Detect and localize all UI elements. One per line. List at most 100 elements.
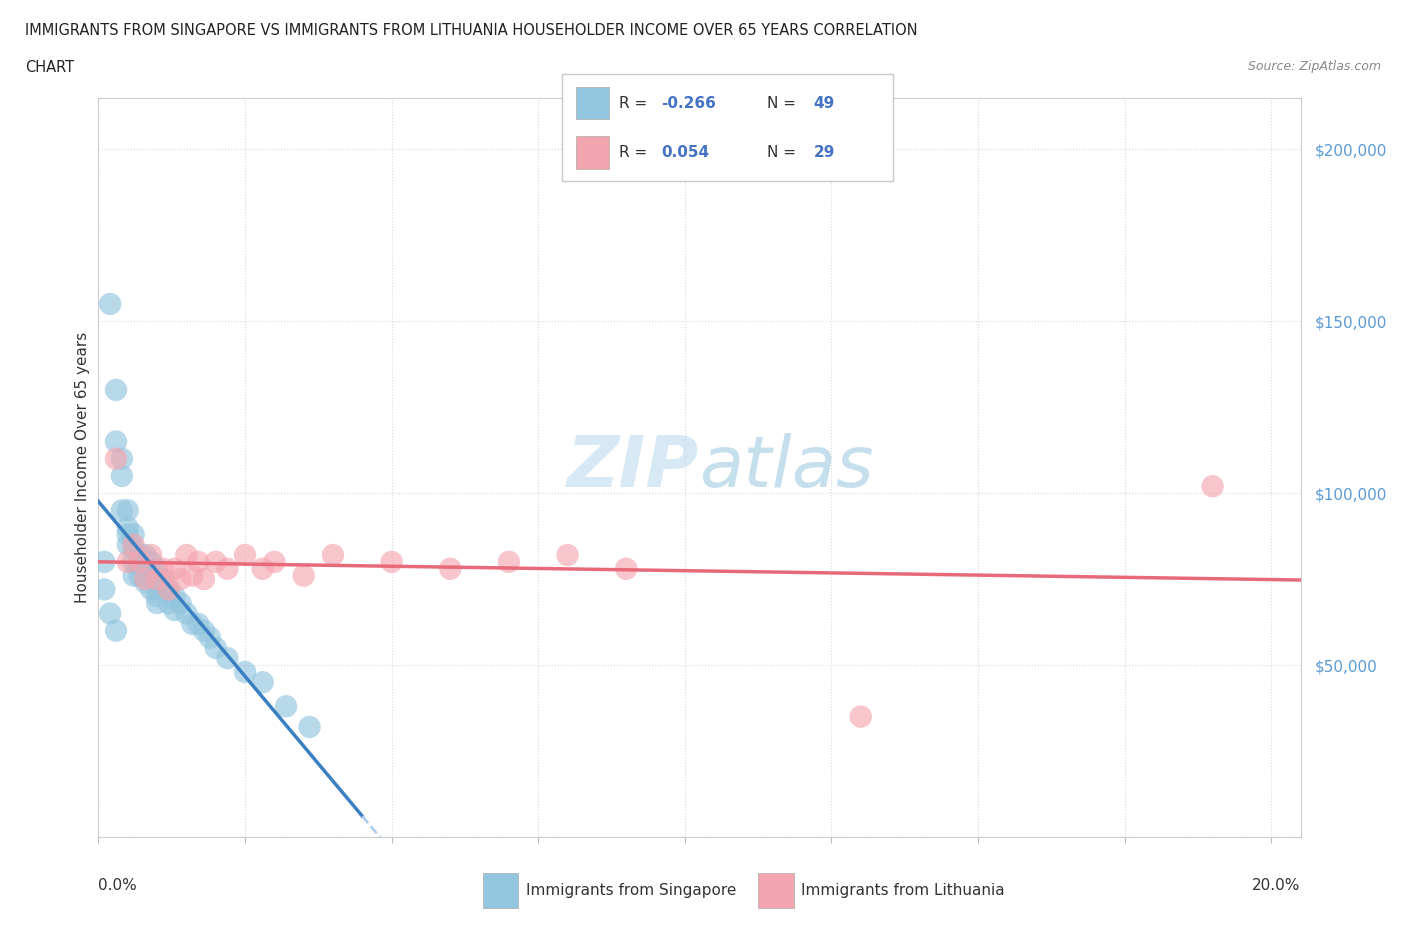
Point: [141, 568, 163, 583]
Point: [274, 698, 297, 713]
Point: [122, 527, 145, 542]
Text: -0.266: -0.266: [662, 96, 717, 111]
Point: [111, 451, 134, 466]
Point: [117, 538, 139, 552]
Point: [98, 606, 121, 621]
Point: [117, 554, 139, 569]
Point: [134, 572, 156, 587]
Point: [163, 589, 186, 604]
Point: [263, 554, 285, 569]
Point: [105, 382, 128, 397]
Point: [176, 606, 198, 621]
Point: [122, 554, 145, 569]
Text: 29: 29: [814, 145, 835, 160]
Point: [152, 572, 174, 587]
Point: [122, 568, 145, 583]
Point: [146, 572, 169, 587]
Point: [169, 596, 191, 611]
Bar: [575, 87, 609, 119]
Point: [111, 503, 134, 518]
Point: [181, 617, 204, 631]
Text: IMMIGRANTS FROM SINGAPORE VS IMMIGRANTS FROM LITHUANIA HOUSEHOLDER INCOME OVER 6: IMMIGRANTS FROM SINGAPORE VS IMMIGRANTS …: [25, 23, 918, 38]
Point: [146, 562, 169, 577]
Text: R =: R =: [619, 96, 652, 111]
Point: [141, 554, 163, 569]
Point: [849, 710, 872, 724]
Point: [439, 562, 461, 577]
Point: [105, 451, 128, 466]
Point: [163, 603, 186, 618]
Point: [105, 623, 128, 638]
Point: [187, 617, 209, 631]
Text: Immigrants from Singapore: Immigrants from Singapore: [526, 883, 737, 898]
Point: [187, 554, 209, 569]
Point: [134, 575, 156, 590]
Point: [146, 589, 169, 604]
Point: [157, 596, 180, 611]
Point: [157, 582, 180, 597]
Text: Immigrants from Lithuania: Immigrants from Lithuania: [801, 883, 1005, 898]
Point: [152, 582, 174, 597]
Text: R =: R =: [619, 145, 652, 160]
Point: [98, 297, 121, 312]
Text: Source: ZipAtlas.com: Source: ZipAtlas.com: [1247, 60, 1381, 73]
Text: ZIP: ZIP: [567, 432, 699, 502]
Text: N =: N =: [768, 145, 801, 160]
Point: [252, 675, 274, 690]
Y-axis label: Householder Income Over 65 years: Householder Income Over 65 years: [75, 332, 90, 603]
Point: [117, 520, 139, 535]
Text: 0.0%: 0.0%: [98, 878, 138, 893]
Point: [128, 554, 150, 569]
Text: 0.054: 0.054: [662, 145, 710, 160]
Point: [117, 527, 139, 542]
Point: [614, 562, 637, 577]
Point: [93, 582, 115, 597]
Point: [157, 582, 180, 597]
Point: [169, 572, 191, 587]
Point: [134, 562, 156, 577]
Point: [111, 469, 134, 484]
Text: 20.0%: 20.0%: [1253, 878, 1301, 893]
Point: [233, 548, 256, 563]
Text: N =: N =: [768, 96, 801, 111]
Point: [217, 651, 239, 666]
Point: [128, 568, 150, 583]
Point: [146, 575, 169, 590]
Point: [198, 631, 221, 645]
Text: CHART: CHART: [25, 60, 75, 75]
Point: [298, 720, 321, 735]
Bar: [758, 872, 793, 909]
Bar: [482, 872, 517, 909]
Point: [134, 548, 156, 563]
Point: [141, 548, 163, 563]
Point: [163, 562, 186, 577]
Point: [122, 540, 145, 555]
Point: [322, 548, 344, 563]
Point: [204, 554, 226, 569]
Point: [105, 434, 128, 449]
Point: [128, 558, 150, 573]
Point: [217, 562, 239, 577]
Point: [176, 548, 198, 563]
Point: [193, 623, 215, 638]
Point: [93, 554, 115, 569]
Point: [252, 562, 274, 577]
Point: [181, 568, 204, 583]
Point: [292, 568, 315, 583]
Point: [117, 503, 139, 518]
Point: [146, 596, 169, 611]
Bar: [575, 137, 609, 168]
Point: [141, 582, 163, 597]
Point: [498, 554, 520, 569]
Text: atlas: atlas: [699, 432, 875, 502]
Point: [204, 641, 226, 656]
Point: [128, 548, 150, 563]
Point: [122, 538, 145, 552]
Point: [557, 548, 579, 563]
Point: [193, 572, 215, 587]
Text: 49: 49: [814, 96, 835, 111]
Point: [381, 554, 404, 569]
Point: [233, 665, 256, 680]
Point: [1201, 479, 1223, 494]
Point: [152, 562, 174, 577]
